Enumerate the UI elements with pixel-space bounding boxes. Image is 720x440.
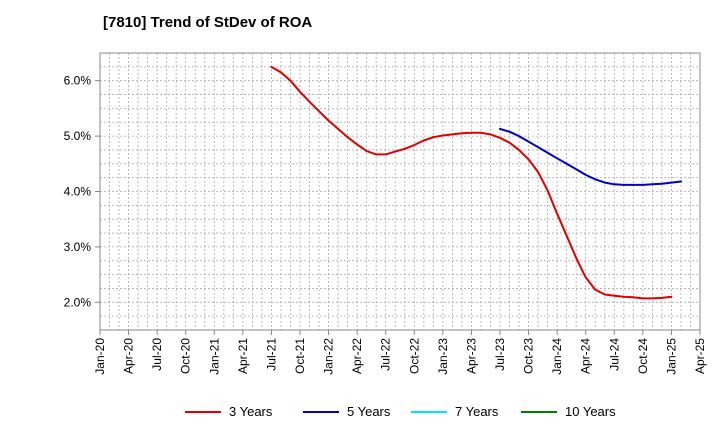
x-tick-label: Jan-22 <box>322 338 336 375</box>
legend-item-7-years: 7 Years <box>411 404 498 419</box>
x-tick-label: Apr-23 <box>464 338 478 374</box>
x-tick-label: Jul-20 <box>150 338 164 371</box>
y-tick-label: 4.0% <box>64 185 92 199</box>
x-tick-label: Jan-24 <box>550 338 564 375</box>
x-tick-label: Apr-20 <box>122 338 136 374</box>
chart-title: [7810] Trend of StDev of ROA <box>103 14 313 31</box>
legend: 3 Years 5 Years 7 Years 10 Years <box>0 404 720 426</box>
legend-swatch <box>185 410 221 413</box>
legend-item-3-years: 3 Years <box>185 404 272 419</box>
legend-swatch <box>303 410 339 413</box>
legend-swatch <box>521 410 557 413</box>
x-tick-label: Jul-24 <box>607 338 621 371</box>
x-tick-label: Jan-25 <box>664 338 678 375</box>
x-tick-label: Jan-20 <box>93 338 107 375</box>
legend-item-10-years: 10 Years <box>521 404 616 419</box>
series-layer <box>270 65 682 300</box>
legend-label: 10 Years <box>565 404 616 419</box>
x-tick-label: Jan-23 <box>436 338 450 375</box>
x-tick-label: Jan-21 <box>207 338 221 375</box>
x-tick-label: Jul-23 <box>493 338 507 371</box>
series-line-5-years <box>499 127 682 186</box>
legend-label: 7 Years <box>455 404 499 419</box>
series-line-3-years <box>270 65 673 300</box>
y-tick-label: 3.0% <box>64 240 92 254</box>
x-axis-ticks: Jan-20 Apr-20 Jul-20 Oct-20 Jan-21 Apr-21 Jul-… <box>93 330 707 375</box>
x-tick-label: Oct-23 <box>522 338 536 374</box>
x-tick-label: Oct-21 <box>293 338 307 374</box>
x-tick-label: Apr-25 <box>693 338 707 374</box>
legend-label: 5 Years <box>347 404 391 419</box>
y-tick-label: 5.0% <box>64 129 92 143</box>
x-tick-label: Oct-24 <box>636 338 650 374</box>
x-tick-label: Jul-22 <box>379 338 393 371</box>
x-tick-label: Jul-21 <box>264 338 278 371</box>
y-axis-ticks: 2.0% 3.0% 4.0% 5.0% 6.0% <box>64 74 100 309</box>
x-tick-label: Apr-22 <box>350 338 364 374</box>
legend-item-5-years: 5 Years <box>303 404 390 419</box>
x-tick-label: Oct-20 <box>179 338 193 374</box>
legend-swatch <box>411 410 447 413</box>
y-tick-label: 6.0% <box>64 74 92 88</box>
x-tick-label: Apr-21 <box>236 338 250 374</box>
x-tick-label: Apr-24 <box>579 338 593 374</box>
grid <box>100 53 700 330</box>
y-tick-label: 2.0% <box>64 295 92 309</box>
legend-label: 3 Years <box>229 404 273 419</box>
x-tick-label: Oct-22 <box>407 338 421 374</box>
